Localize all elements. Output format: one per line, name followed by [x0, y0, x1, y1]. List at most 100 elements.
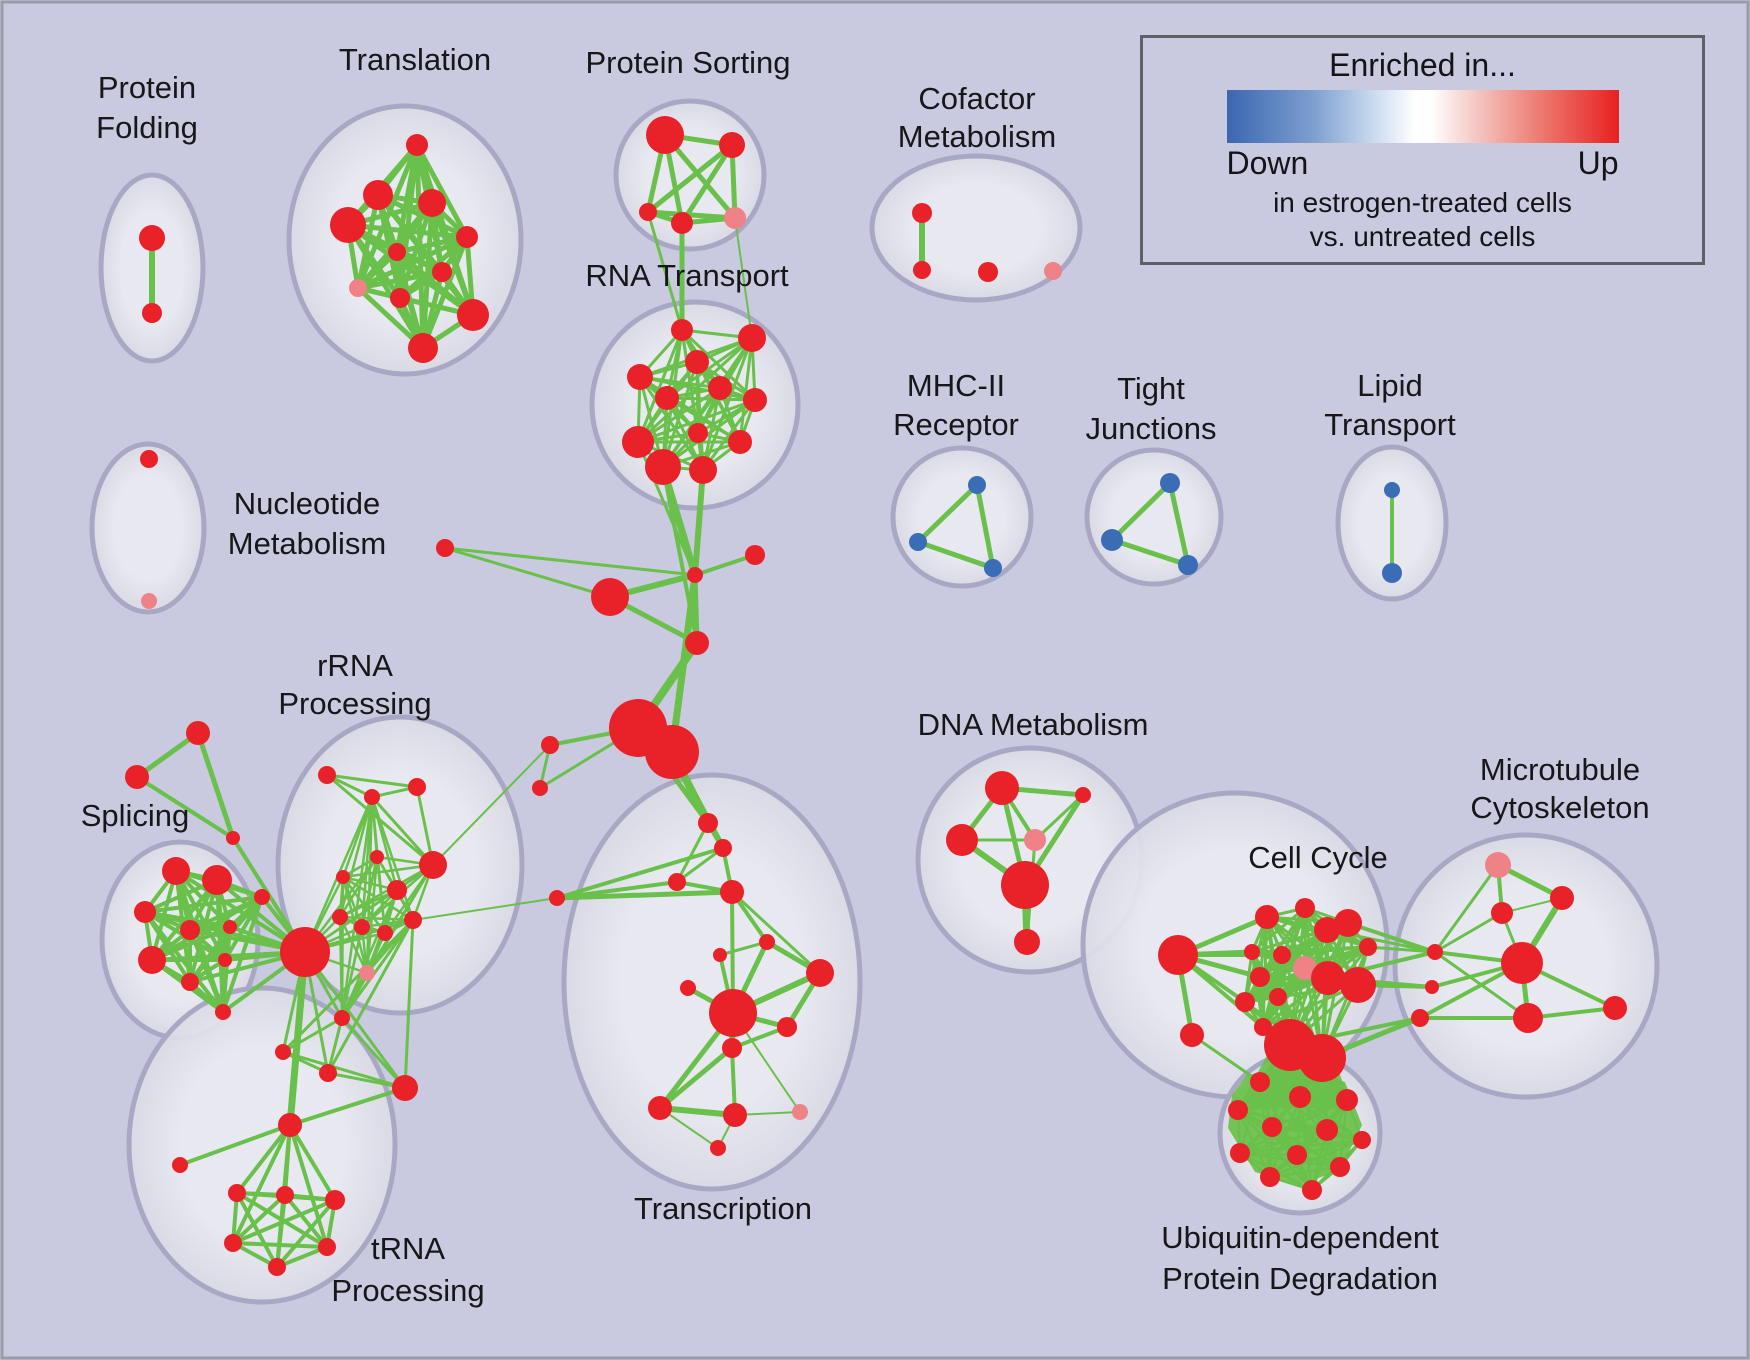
network-node-pf1 [139, 225, 165, 251]
network-edge [638, 375, 757, 402]
network-edge [288, 1123, 329, 1249]
network-edge [338, 915, 415, 922]
network-node-ub11 [1330, 1157, 1350, 1177]
network-edge [221, 895, 264, 1014]
network-node-tx8 [806, 959, 834, 987]
network-node-ub13 [1302, 1180, 1322, 1200]
network-edge [341, 863, 435, 879]
network-node-dm2 [946, 824, 978, 856]
network-node-ub9 [1230, 1143, 1250, 1163]
network-node-nu1 [140, 450, 158, 468]
network-edge [665, 336, 754, 400]
network-edge [195, 730, 236, 841]
cluster-shape-mhc-ii-receptor [890, 445, 1034, 589]
legend-up-label: Up [1577, 145, 1619, 181]
network-edge [675, 821, 710, 884]
network-node-mh3 [984, 559, 1002, 577]
network-edge [554, 889, 735, 901]
network-node-mt6 [1603, 996, 1627, 1020]
network-node-rr2 [364, 789, 380, 805]
network-node-pf2 [142, 303, 162, 323]
network-edge [231, 1198, 337, 1245]
network-edge [915, 482, 980, 545]
network-node-tm5 [318, 1238, 336, 1256]
legend-caption-line1: in estrogen-treated cells [1273, 187, 1572, 218]
network-node-rn2 [738, 324, 766, 352]
network-edge [1190, 1033, 1262, 1084]
cluster-shape-rrna-processing [275, 714, 525, 1016]
network-edge [1280, 945, 1370, 957]
network-node-sp7 [223, 920, 237, 934]
network-edge [730, 890, 822, 975]
network-node-cc17 [1359, 938, 1377, 956]
network-edge [636, 386, 722, 444]
network-node-mt1 [1485, 852, 1511, 878]
network-node-s2 [532, 780, 548, 796]
network-node-rn1 [671, 319, 693, 341]
network-edge [326, 1016, 344, 1075]
network-edge [283, 1193, 329, 1249]
cluster-label-transcription: Transcription [634, 1191, 812, 1226]
network-edge [135, 775, 235, 840]
network-edge [915, 539, 996, 571]
network-node-tr1 [406, 134, 428, 156]
network-node-cc12 [1254, 1018, 1272, 1036]
network-node-tr6 [388, 243, 406, 261]
network-node-nu2 [141, 593, 157, 609]
network-edge [1167, 480, 1191, 568]
network-node-tx15 [792, 1104, 808, 1120]
network-edge [1346, 921, 1437, 954]
network-edge [657, 1045, 735, 1111]
network-node-tm1 [228, 1184, 246, 1202]
network-edge [738, 336, 754, 444]
network-node-rr16 [334, 1010, 350, 1026]
network-edge [636, 336, 754, 444]
legend-title: Enriched in... [1329, 47, 1516, 83]
network-node-sp2 [202, 865, 232, 895]
cluster-shape-trna-processing [126, 985, 398, 1305]
network-edge [338, 863, 435, 919]
network-node-ps5 [724, 207, 746, 229]
network-node-cc2 [1295, 898, 1315, 918]
cluster-label-trna-processing: Processing [331, 1273, 484, 1308]
network-edge [1238, 1128, 1329, 1155]
network-edge [1238, 1098, 1349, 1155]
network-node-j2 [685, 631, 709, 655]
network-edge [443, 546, 612, 599]
network-node-j1 [687, 567, 703, 583]
cluster-label-translation: Translation [339, 42, 491, 77]
network-edge [1366, 945, 1437, 954]
network-node-ps1 [646, 116, 684, 154]
network-edge [1109, 537, 1191, 568]
network-node-tx5 [549, 890, 565, 906]
network-node-cf4 [1044, 262, 1062, 280]
cluster-label-lipid-transport: Lipid [1357, 368, 1423, 403]
network-node-rr4 [370, 850, 384, 864]
network-node-ub8 [1353, 1131, 1371, 1149]
network-node-ub12 [1260, 1167, 1280, 1187]
network-edge [365, 795, 374, 975]
network-node-tx10 [709, 989, 757, 1037]
network-edge [394, 234, 470, 255]
network-node-ccL [1158, 935, 1198, 975]
network-node-lp2 [1382, 563, 1402, 583]
cluster-label-rrna-processing: rRNA [317, 648, 393, 683]
cluster-label-microtubule-cytoskeleton: Microtubule [1480, 752, 1640, 787]
network-node-ps4 [671, 212, 693, 234]
network-edge [340, 1016, 407, 1090]
network-node-rn13 [745, 545, 765, 565]
network-node-rn11 [645, 449, 681, 485]
network-node-dm6 [1014, 929, 1040, 955]
network-edge [370, 795, 435, 867]
network-node-tr2 [363, 180, 393, 210]
network-edge [221, 958, 227, 1014]
network-edge [235, 1191, 279, 1269]
network-node-tx7 [713, 948, 727, 962]
network-node-rr14 [319, 1064, 337, 1082]
network-node-tr10 [457, 299, 489, 331]
network-node-mt4 [1501, 942, 1543, 984]
network-node-dm4 [1024, 829, 1046, 851]
network-node-cc1 [1255, 905, 1279, 929]
network-edge [636, 328, 684, 444]
network-node-tg2 [125, 765, 149, 789]
